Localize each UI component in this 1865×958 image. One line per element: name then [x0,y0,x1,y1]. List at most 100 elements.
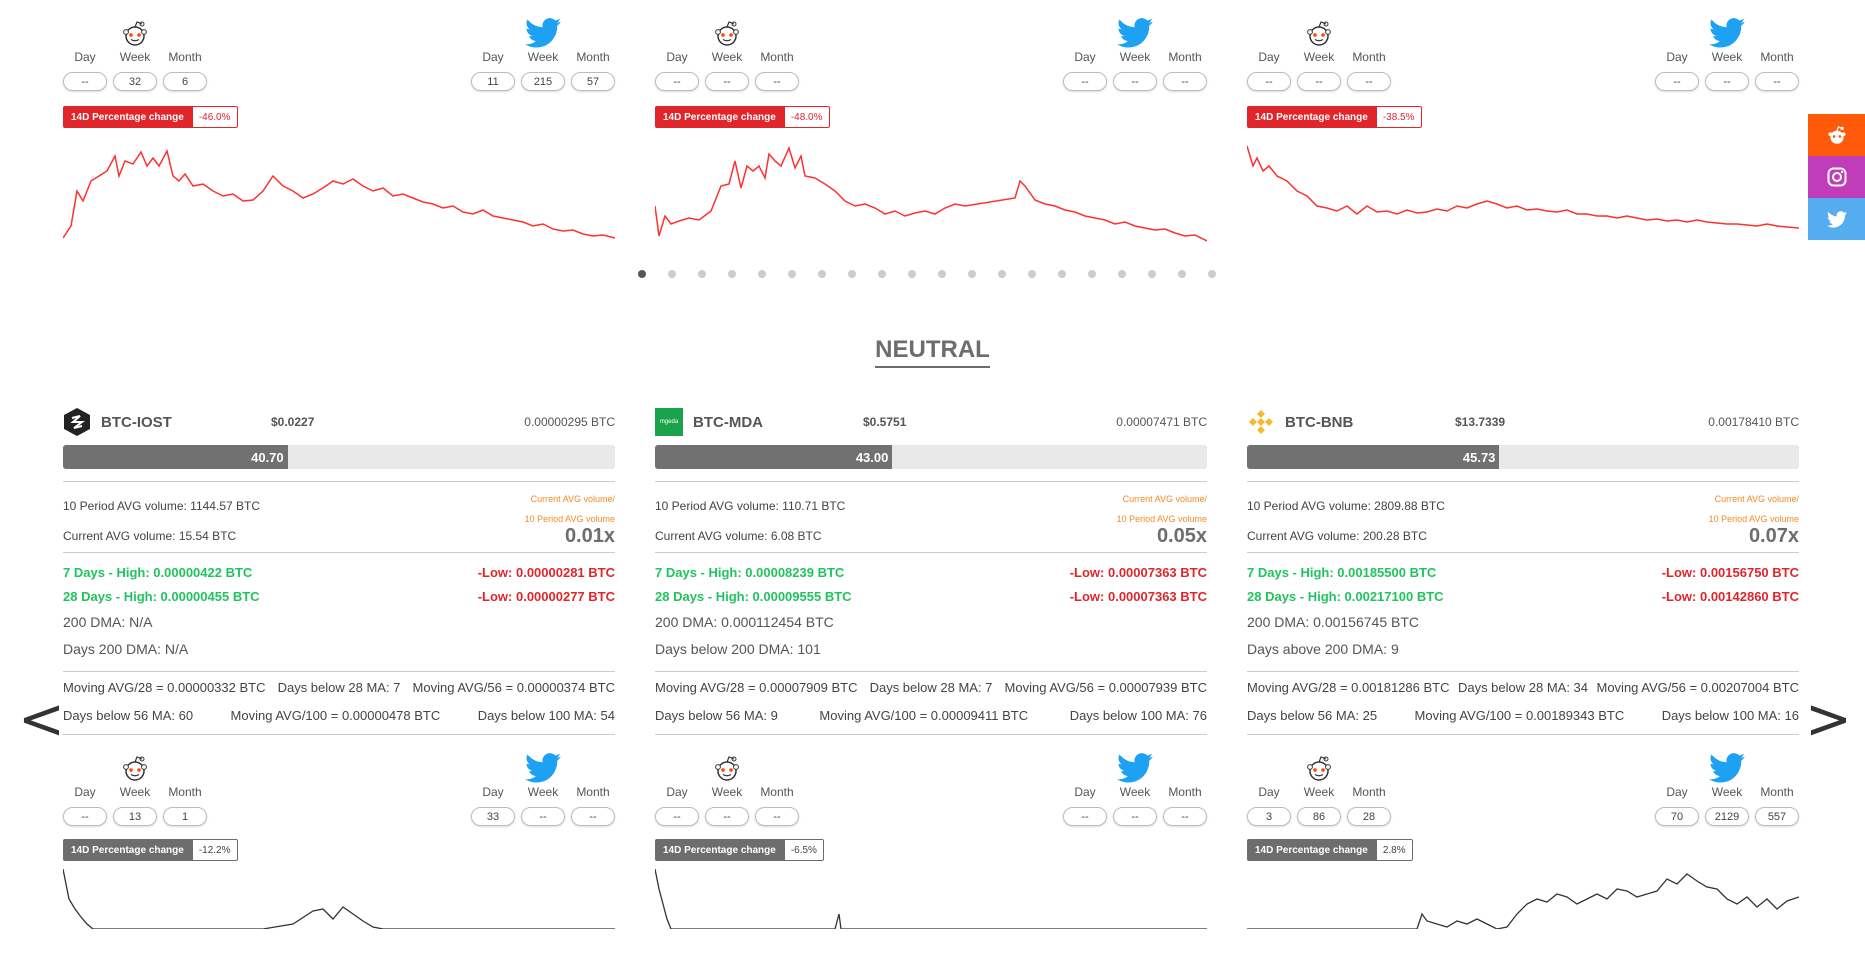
prev-arrow-button[interactable]: < [18,687,65,752]
reddit-week-value: 32 [113,72,157,91]
carousel-dot[interactable] [848,270,856,278]
coin-usd-price: $13.7339 [1455,415,1506,429]
twitter-week-value: 2129 [1705,807,1749,826]
coin-pair-name[interactable]: BTC-IOST [101,413,172,431]
twitter-month-value: -- [1163,807,1207,826]
twitter-week-value: -- [1113,72,1157,91]
reddit-month-value: 6 [163,72,207,91]
coin-header: BTC-IOST $0.0227 0.00000295 BTC [63,407,615,437]
twitter-day-value: -- [1655,72,1699,91]
twitter-stats: Day Week Month 70 2129 557 [1655,747,1799,826]
twitter-icon [523,747,563,783]
percentage-change-badge: 14D Percentage change 2.8% [1247,839,1413,861]
badge-value: -46.0% [191,106,238,128]
coin-card[interactable]: BTC-IOST $0.0227 0.00000295 BTC 40.70 10… [63,407,615,929]
carousel-dot[interactable] [788,270,796,278]
ratio-label-2: 10 Period AVG volume [524,514,615,524]
percentage-change-badge: 14D Percentage change -12.2% [63,839,238,861]
carousel-dot[interactable] [908,270,916,278]
reddit-stats: Day Week Month -- -- -- [1247,12,1391,91]
carousel-dot[interactable] [938,270,946,278]
next-arrow-button[interactable]: > [1805,687,1852,752]
twitter-icon [1707,12,1747,48]
label-week: Week [1711,50,1743,64]
days-below-100: Days below 100 MA: 76 [1069,708,1207,723]
share-sidebar [1808,114,1865,240]
low-28d: -Low: 0.00142860 BTC [1661,589,1799,604]
twitter-share-button[interactable] [1808,198,1865,240]
social-stats: Day Week Month -- 13 1 Day Week Month 33 -- -- [63,747,615,827]
label-month: Month [1168,50,1202,64]
volume-block: 10 Period AVG volume: 2809.88 BTC Current… [1247,482,1799,552]
carousel-dot[interactable] [638,270,646,278]
days-below-56: Days below 56 MA: 9 [655,708,778,723]
carousel-dot[interactable] [1058,270,1066,278]
social-stats: Day Week Month -- -- -- Day Week Month -- -- -- [1247,12,1799,92]
coin-usd-price: $0.5751 [863,415,907,429]
reddit-week-value: -- [1297,72,1341,91]
label-day: Day [666,785,688,799]
label-week: Week [527,785,559,799]
avg-volume-current: Current AVG volume: 15.54 BTC [63,529,237,543]
reddit-stats: Day Week Month -- -- -- [655,747,799,826]
badge-label: 14D Percentage change [655,839,784,861]
social-stats: Day Week Month -- -- -- Day Week Month -- -- -- [655,12,1207,92]
label-week: Week [1711,785,1743,799]
twitter-icon [1115,747,1155,783]
coin-card[interactable]: mgeda BTC-MDA $0.5751 0.00007471 BTC 43.… [655,407,1207,929]
carousel-dot[interactable] [698,270,706,278]
low-7d: -Low: 0.00156750 BTC [1661,565,1799,580]
carousel-dot[interactable] [758,270,766,278]
days-dma-200: Days above 200 DMA: 9 [1247,641,1399,657]
days-below-28: Days below 28 MA: 34 [1457,680,1589,695]
reddit-month-value: -- [1347,72,1391,91]
carousel-dot[interactable] [878,270,886,278]
score-fill: 45.73 [1247,445,1500,469]
carousel-dot[interactable] [968,270,976,278]
twitter-month-value: 57 [571,72,615,91]
carousel-dot[interactable] [998,270,1006,278]
high-28d: 28 Days - High: 0.00000455 BTC [63,589,260,604]
carousel-dot[interactable] [1148,270,1156,278]
carousel-dot[interactable] [668,270,676,278]
ma-56: Moving AVG/56 = 0.00000374 BTC [412,680,615,695]
label-week: Week [1303,50,1335,64]
price-sparkline [1247,145,1799,229]
carousel-dot[interactable] [728,270,736,278]
label-month: Month [1760,50,1794,64]
coin-pair-name[interactable]: BTC-MDA [693,413,763,431]
high-7d: 7 Days - High: 0.00000422 BTC [63,565,253,580]
volume-ratio: 0.05x [1156,525,1207,547]
coin-card[interactable]: BTC-BNB $13.7339 0.00178410 BTC 45.73 10… [1247,407,1799,929]
reddit-icon [1299,747,1339,783]
price-sparkline [655,869,1207,929]
label-month: Month [760,50,794,64]
twitter-day-value: 11 [471,72,515,91]
label-month: Month [168,50,202,64]
avg-volume-10: 10 Period AVG volume: 2809.88 BTC [1247,499,1445,513]
reddit-day-value: -- [655,807,699,826]
carousel-dot[interactable] [1178,270,1186,278]
coin-pair-name[interactable]: BTC-BNB [1285,413,1354,431]
dma-200: 200 DMA: 0.00156745 BTC [1247,614,1419,630]
twitter-month-value: -- [1755,72,1799,91]
instagram-share-button[interactable] [1808,156,1865,198]
badge-value: -12.2% [191,839,238,861]
carousel-dot[interactable] [818,270,826,278]
carousel-dot[interactable] [1208,270,1216,278]
carousel-dot[interactable] [1118,270,1126,278]
days-dma-200: Days 200 DMA: N/A [63,641,189,657]
carousel-dot[interactable] [1088,270,1096,278]
twitter-day-value: 33 [471,807,515,826]
label-month: Month [760,785,794,799]
low-28d: -Low: 0.00000277 BTC [477,589,615,604]
label-day: Day [482,785,504,799]
avg-volume-10: 10 Period AVG volume: 110.71 BTC [655,499,846,513]
label-month: Month [1352,50,1386,64]
reddit-month-value: 28 [1347,807,1391,826]
reddit-share-button[interactable] [1808,114,1865,156]
label-month: Month [1168,785,1202,799]
twitter-week-value: -- [1705,72,1749,91]
price-sparkline [655,145,1207,242]
carousel-dot[interactable] [1028,270,1036,278]
